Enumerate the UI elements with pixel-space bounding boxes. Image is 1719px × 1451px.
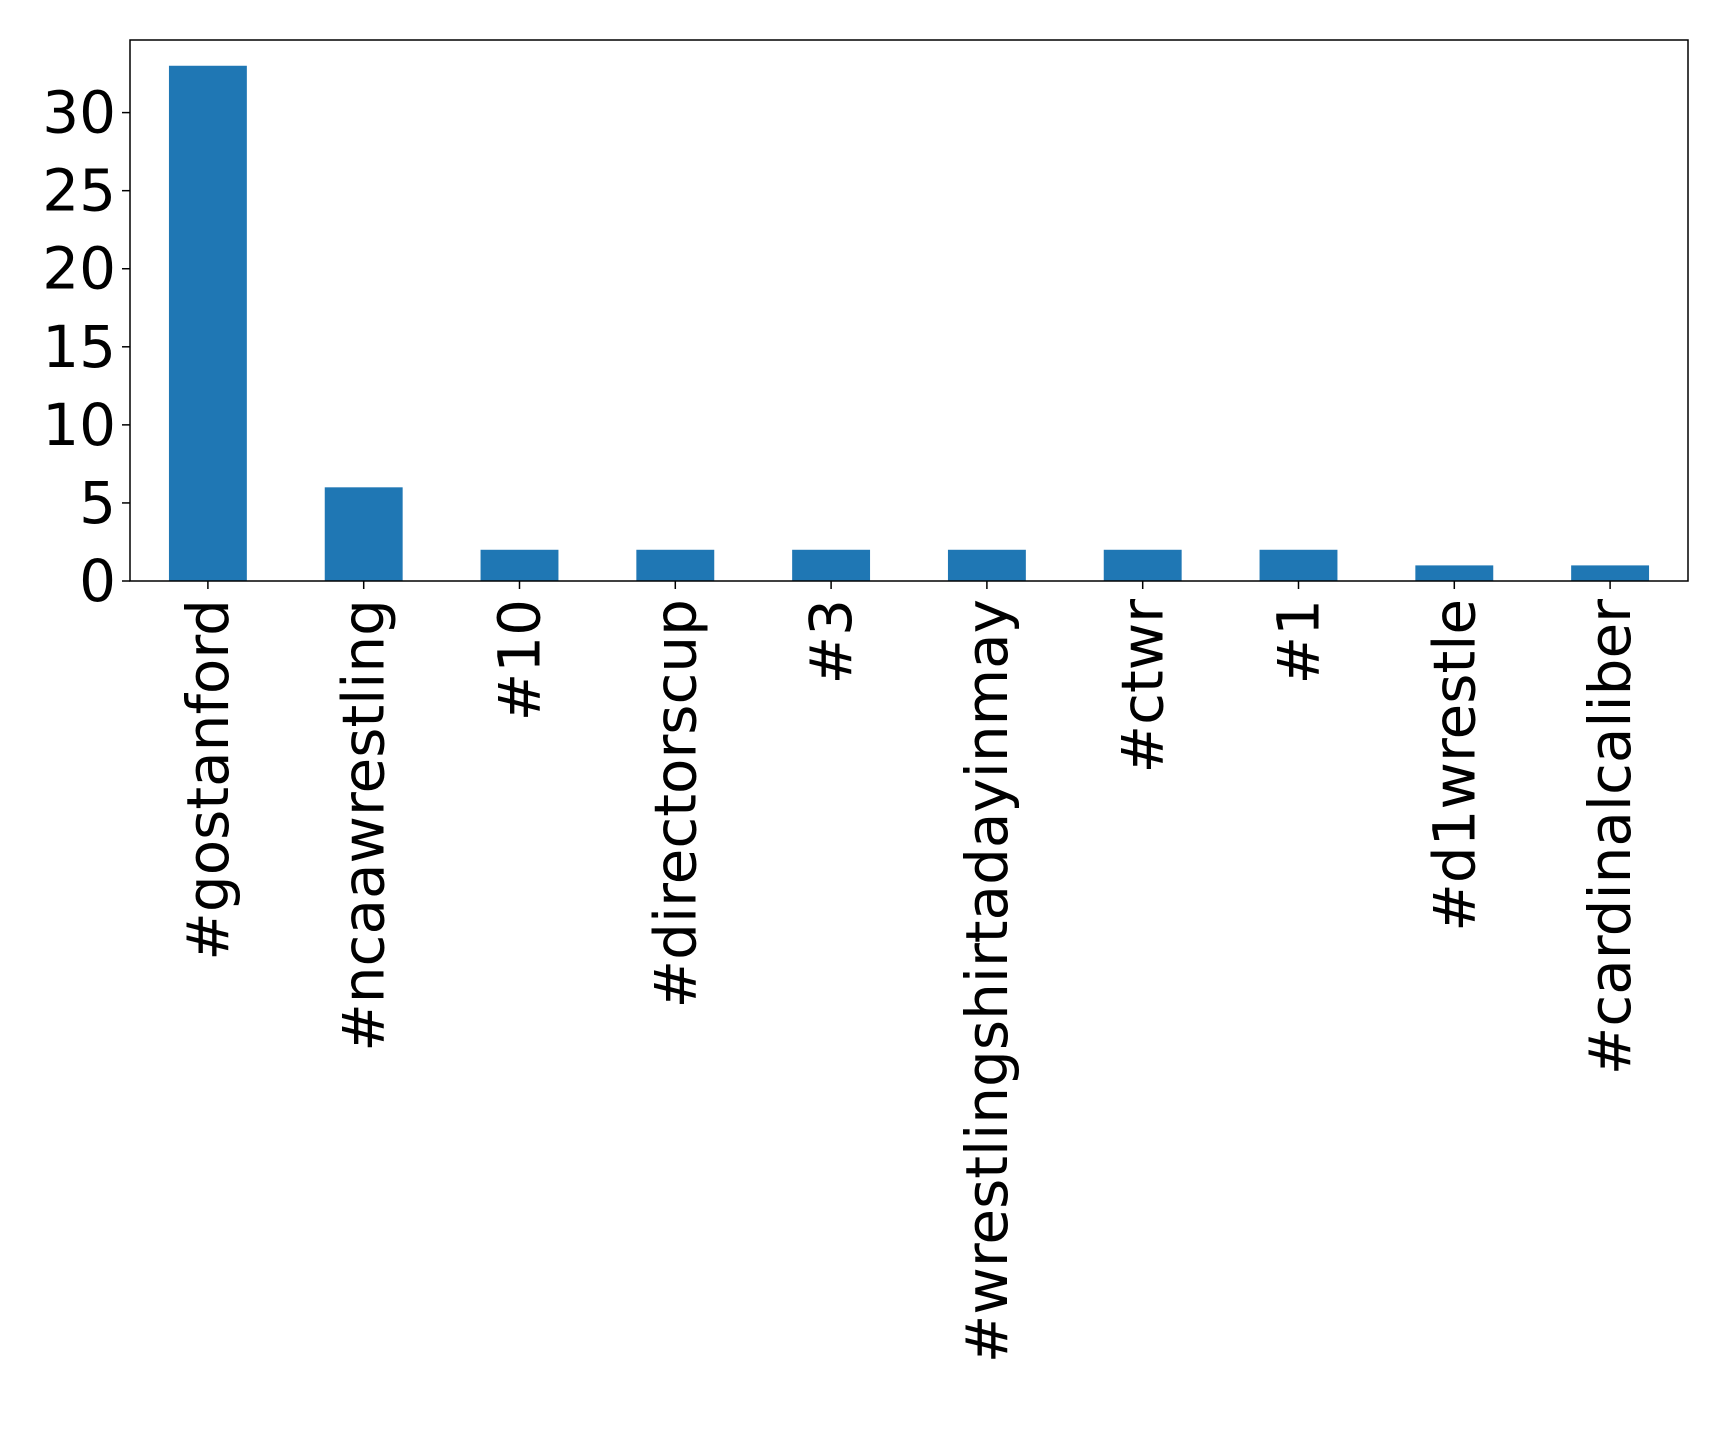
plot-frame: [129, 39, 1689, 582]
y-axis: 0 5 10 15 20 25 30: [42, 79, 130, 615]
bar-8: [1415, 565, 1494, 581]
x-tick-label-7: #1: [1265, 599, 1333, 685]
bar-9: [1571, 565, 1650, 581]
y-tick-label-2: 10: [42, 391, 116, 459]
bar-3: [636, 549, 715, 581]
y-tick-label-1: 5: [79, 469, 116, 537]
y-tick-label-0: 0: [79, 547, 116, 615]
x-tick-label-5: #wrestlingshirtadayinmay: [953, 599, 1021, 1363]
bar-7: [1259, 549, 1338, 581]
x-tick-label-0: #gostanford: [174, 599, 242, 961]
bar-1: [324, 487, 403, 581]
y-tick-label-6: 30: [42, 79, 116, 147]
bar-0: [168, 65, 247, 581]
x-tick-label-1: #ncaawrestling: [330, 599, 398, 1052]
x-axis: #gostanford #ncaawrestling #10 #directorscu…: [174, 581, 1644, 1363]
y-tick-label-4: 20: [42, 235, 116, 303]
x-tick-label-6: #ctwr: [1109, 599, 1177, 774]
x-tick-label-4: #3: [797, 599, 865, 685]
y-tick-label-5: 25: [42, 157, 116, 225]
x-tick-label-8: #d1wrestle: [1420, 599, 1488, 932]
y-tick-label-3: 15: [42, 313, 116, 381]
x-tick-label-3: #directorscup: [641, 599, 709, 1008]
x-tick-label-9: #cardinalcaliber: [1576, 599, 1644, 1075]
bar-5: [947, 549, 1026, 581]
bar-4: [792, 549, 871, 581]
bar-6: [1103, 549, 1182, 581]
bars-group: [168, 65, 1650, 581]
x-tick-label-2: #10: [486, 599, 554, 721]
bar-2: [480, 549, 559, 581]
